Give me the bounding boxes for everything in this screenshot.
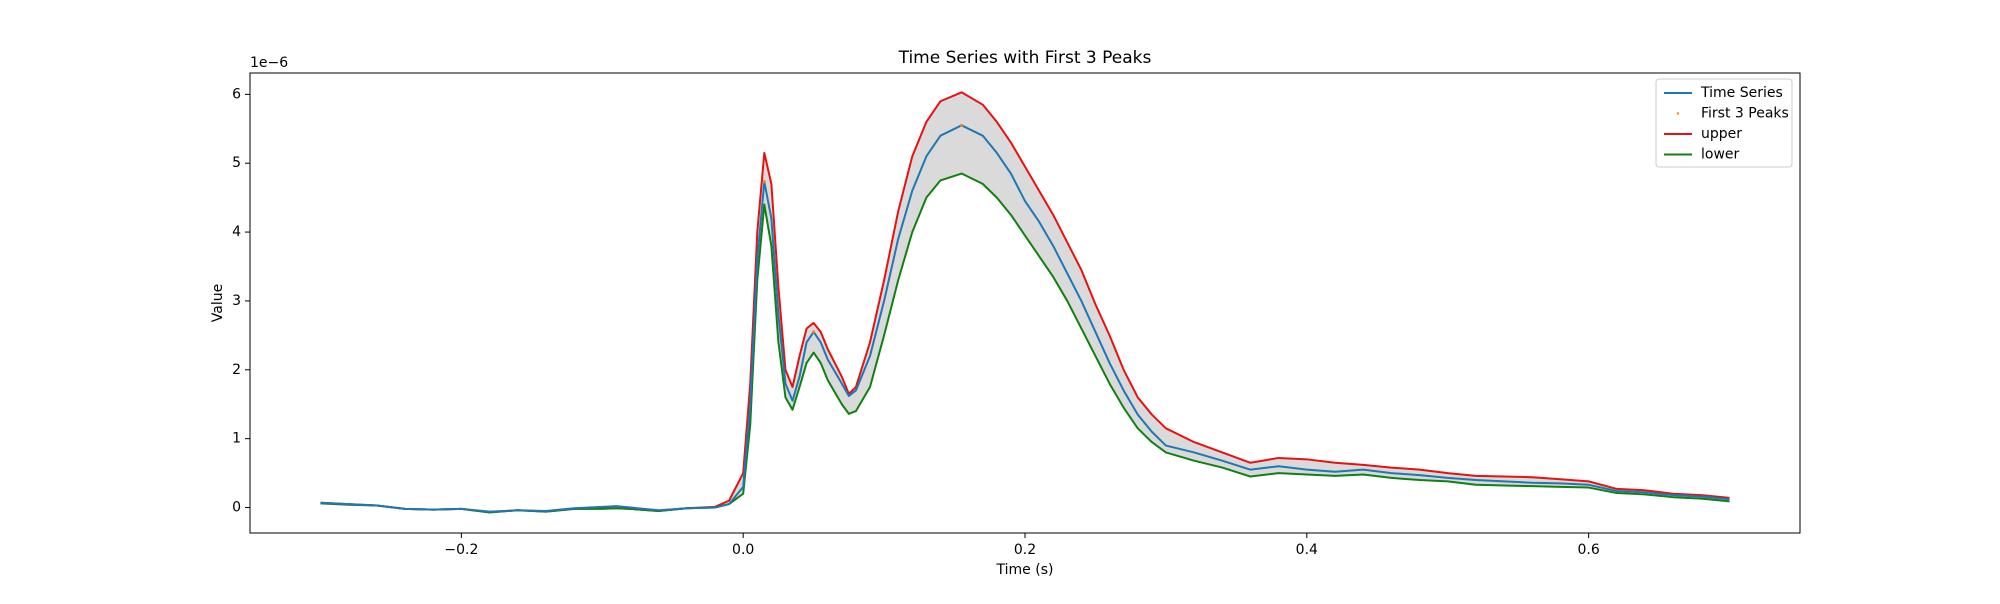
- band-fill: [320, 92, 1730, 513]
- legend-label: Time Series: [1700, 85, 1783, 101]
- legend-label: lower: [1701, 147, 1740, 163]
- y-tick-label: 6: [232, 86, 241, 102]
- y-offset-text: 1e−6: [250, 55, 288, 71]
- chart-title: Time Series with First 3 Peaks: [898, 48, 1152, 68]
- legend-box: [1655, 78, 1793, 168]
- x-axis-label: Time (s): [996, 562, 1054, 578]
- y-tick-label: 0: [232, 500, 241, 516]
- plot-area: [320, 91, 1730, 514]
- peak-marker: [960, 123, 964, 127]
- x-tick-label: −0.2: [444, 542, 478, 558]
- legend-label: First 3 Peaks: [1701, 106, 1789, 122]
- peak-marker: [812, 330, 816, 334]
- series-line: [320, 172, 1730, 514]
- x-tick-label: 0.4: [1296, 542, 1318, 558]
- x-tick-label: 0.0: [732, 542, 754, 558]
- y-tick-label: 2: [232, 362, 241, 378]
- peak-marker: [762, 180, 766, 184]
- y-axis-label: Value: [210, 284, 226, 322]
- legend-marker: [1676, 112, 1680, 115]
- y-tick-label: 5: [232, 155, 241, 171]
- y-tick-label: 3: [232, 293, 241, 309]
- series-line: [320, 124, 1730, 513]
- y-tick-label: 1: [232, 431, 241, 447]
- y-tick-label: 4: [232, 224, 241, 240]
- legend-label: upper: [1701, 126, 1742, 142]
- x-tick-label: 0.6: [1578, 542, 1600, 558]
- x-tick-label: 0.2: [1014, 542, 1036, 558]
